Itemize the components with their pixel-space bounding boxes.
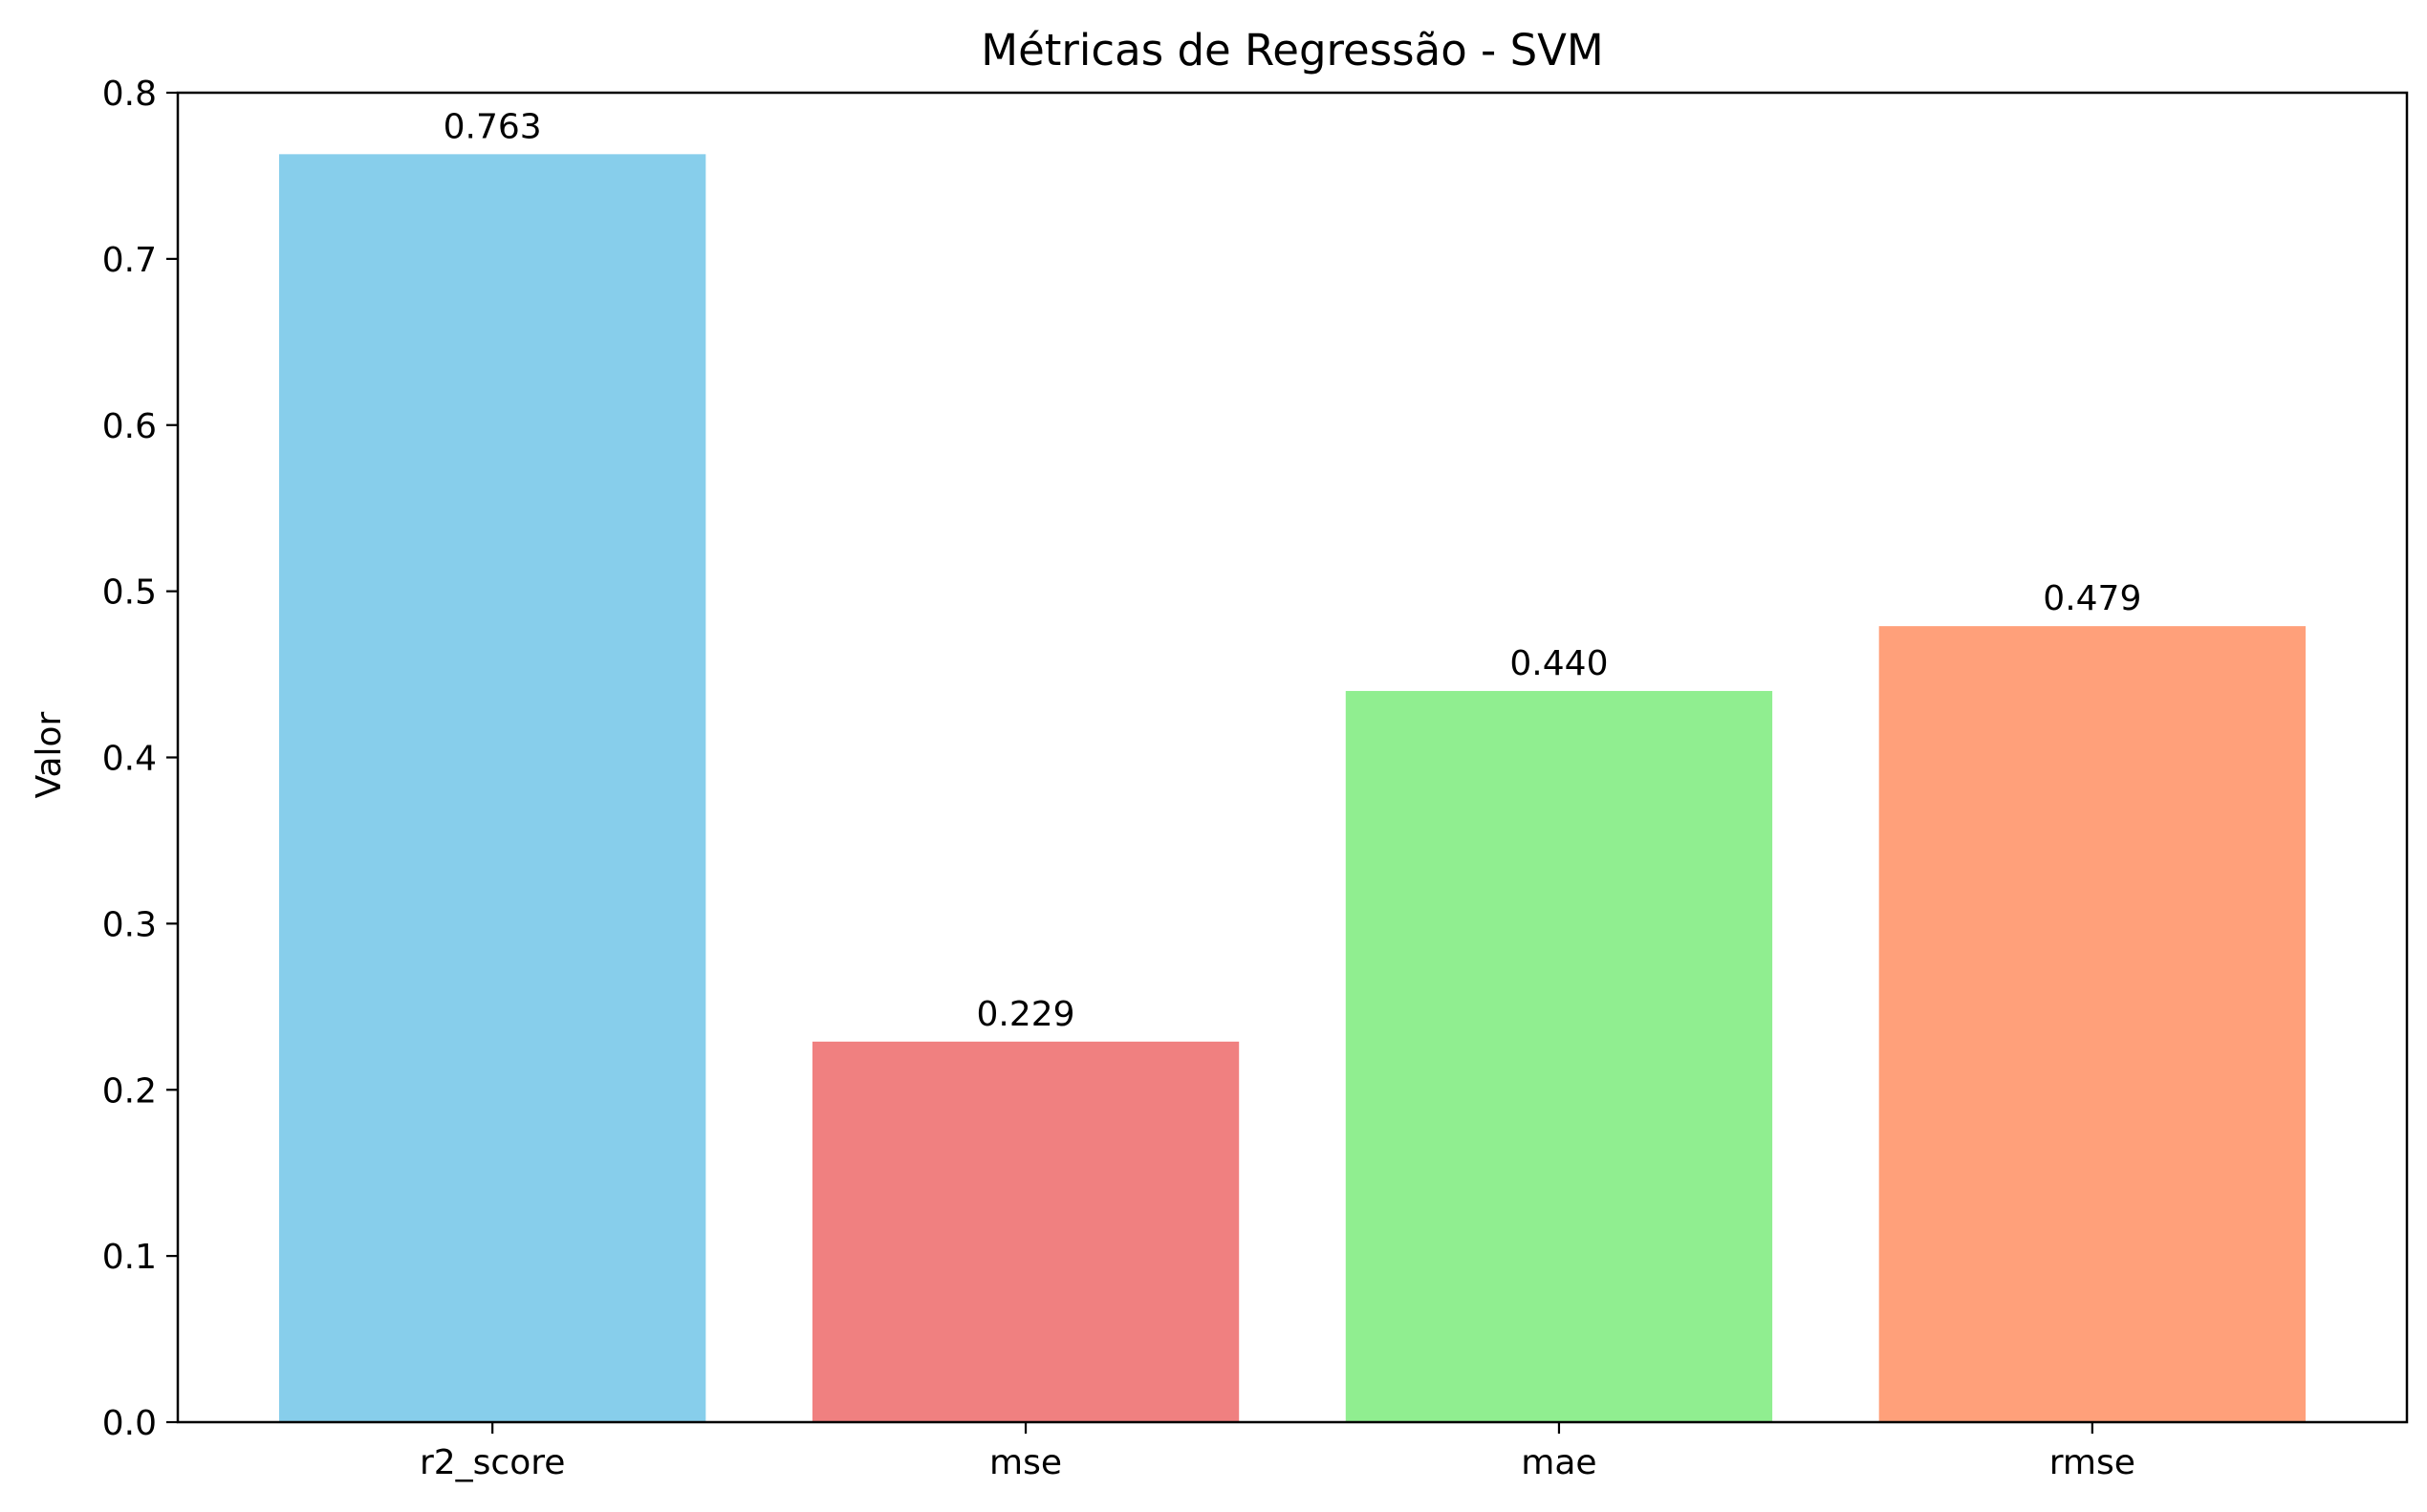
x-tick-label-mae: mae	[1521, 1443, 1596, 1482]
bar-mse	[812, 1041, 1240, 1422]
y-axis-ticks: 0.0 0.1 0.2 0.3 0.4 0.5 0.6 0.7 0.8	[102, 75, 178, 1443]
y-tick-label-0.1: 0.1	[102, 1238, 157, 1277]
bar-r2_score	[279, 154, 706, 1423]
y-tick-label-0.4: 0.4	[102, 740, 157, 779]
x-tick-label-r2_score: r2_score	[420, 1443, 565, 1482]
data-label-mae: 0.440	[1509, 644, 1608, 683]
y-axis-label: Valor	[30, 711, 69, 798]
x-tick-label-rmse: rmse	[2049, 1443, 2135, 1482]
y-tick-label-0.7: 0.7	[102, 241, 157, 280]
x-axis-ticks: r2_score mse mae rmse	[420, 1422, 2135, 1482]
y-tick-label-0.3: 0.3	[102, 905, 157, 944]
bar-mae	[1345, 690, 1773, 1422]
y-tick-label-0.6: 0.6	[102, 407, 157, 446]
data-labels-layer: 0.763 0.229 0.440 0.479	[444, 107, 2142, 1033]
y-tick-label-0.5: 0.5	[102, 573, 157, 613]
chart-title: Métricas de Regressão - SVM	[981, 25, 1604, 76]
bars-layer	[279, 154, 2306, 1423]
y-tick-label-0.2: 0.2	[102, 1071, 157, 1111]
plot-frame	[176, 91, 2409, 1424]
bar-rmse	[1878, 626, 2306, 1422]
x-tick-label-mse: mse	[989, 1443, 1062, 1482]
data-label-r2_score: 0.763	[444, 107, 542, 146]
y-tick-label-0.0: 0.0	[102, 1404, 157, 1443]
y-tick-label-0.8: 0.8	[102, 75, 157, 114]
data-label-rmse: 0.479	[2043, 579, 2141, 618]
data-label-mse: 0.229	[977, 995, 1075, 1034]
